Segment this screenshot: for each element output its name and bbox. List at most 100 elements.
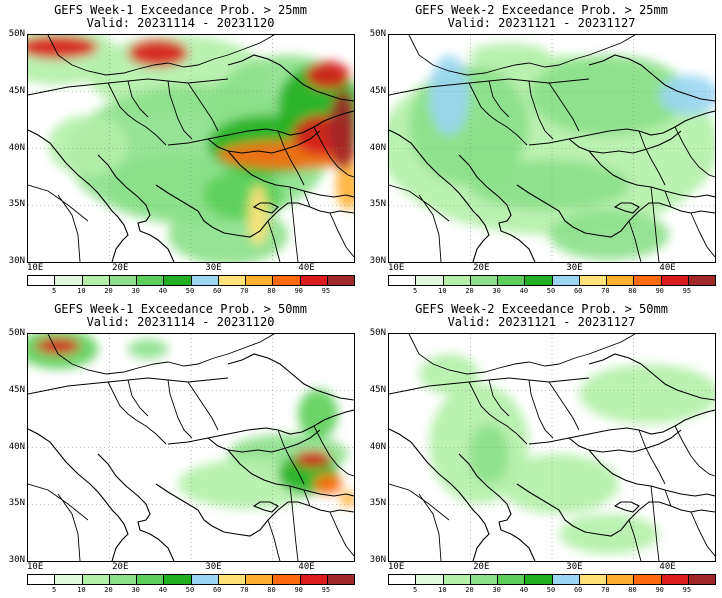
colorbar xyxy=(388,275,716,286)
lon-label: 20E xyxy=(473,263,490,273)
colorbar-tick: 30 xyxy=(492,287,501,295)
probability-map xyxy=(388,34,716,263)
colorbar-tick: 60 xyxy=(573,586,583,594)
precip-region xyxy=(559,514,659,554)
colorbar-tick: 90 xyxy=(655,287,664,295)
lon-label: 40E xyxy=(659,263,676,273)
lon-label: 30E xyxy=(205,263,222,273)
colorbar-tick: 40 xyxy=(519,287,529,295)
colorbar-tick: 10 xyxy=(77,586,86,594)
precip-region xyxy=(128,339,168,359)
colorbar-segment xyxy=(164,276,192,285)
probability-map xyxy=(388,333,716,562)
colorbar xyxy=(27,574,355,585)
map-canvas xyxy=(389,334,715,561)
panel-title: GEFS Week-1 Exceedance Prob. > 50mm xyxy=(54,302,307,316)
panel-title: GEFS Week-2 Exceedance Prob. > 25mm xyxy=(415,3,668,17)
colorbar-tick: 80 xyxy=(628,287,637,295)
colorbar-tick: 60 xyxy=(573,287,583,295)
lat-label: 40N xyxy=(369,142,386,153)
lon-label: 10E xyxy=(388,263,405,273)
colorbar-segment xyxy=(82,575,110,584)
colorbar-tick: 20 xyxy=(104,586,113,594)
colorbar-segment xyxy=(327,575,354,584)
colorbar-segment xyxy=(137,575,165,584)
colorbar-tick: 80 xyxy=(628,586,637,594)
lat-label: 40N xyxy=(8,441,25,452)
panel-valid-dates: Valid: 20231114 - 20231120 xyxy=(86,315,275,329)
colorbar-segment xyxy=(28,276,56,285)
precip-region xyxy=(128,39,188,67)
colorbar-tick: 20 xyxy=(104,287,113,295)
colorbar-segment xyxy=(109,276,137,285)
colorbar-segment xyxy=(688,276,715,285)
colorbar-segment xyxy=(55,575,83,584)
colorbar-segment xyxy=(164,575,192,584)
colorbar-tick: 40 xyxy=(158,586,168,594)
colorbar-tick: 10 xyxy=(77,287,86,295)
colorbar-segment xyxy=(498,276,526,285)
panel-week2-25mm: GEFS Week-2 Exceedance Prob. > 25mm Vali… xyxy=(361,0,722,299)
lon-label: 30E xyxy=(566,562,583,572)
lat-label: 30N xyxy=(369,256,386,266)
colorbar-segment xyxy=(28,575,56,584)
panel-valid-dates: Valid: 20231121 - 20231127 xyxy=(447,315,636,329)
lat-label: 30N xyxy=(8,555,25,565)
colorbar-segment xyxy=(389,575,417,584)
lat-label: 35N xyxy=(8,199,25,210)
panel-valid-dates: Valid: 20231121 - 20231127 xyxy=(447,16,636,30)
probability-map xyxy=(27,34,355,263)
colorbar xyxy=(27,275,355,286)
colorbar-segment xyxy=(661,575,689,584)
lat-label: 35N xyxy=(369,199,386,210)
country-borders xyxy=(389,334,715,561)
colorbar-tick: 30 xyxy=(131,287,140,295)
lon-label: 20E xyxy=(112,263,129,273)
colorbar-tick: 5 xyxy=(52,586,57,594)
colorbar-segment xyxy=(579,575,607,584)
colorbar-segment xyxy=(327,276,354,285)
lon-label: 10E xyxy=(27,562,44,572)
colorbar-tick: 90 xyxy=(294,586,303,594)
colorbar-segment xyxy=(443,575,471,584)
precip-region xyxy=(28,35,98,59)
colorbar-segment xyxy=(109,575,137,584)
colorbar-tick: 60 xyxy=(212,287,222,295)
colorbar-segment xyxy=(218,276,246,285)
colorbar-tick: 20 xyxy=(465,586,474,594)
precip-region xyxy=(298,389,338,439)
colorbar-segment xyxy=(552,575,580,584)
precip-region xyxy=(306,61,350,89)
colorbar-segment xyxy=(137,276,165,285)
lat-label: 45N xyxy=(8,384,25,395)
colorbar-segment xyxy=(82,276,110,285)
colorbar-tick: 90 xyxy=(655,586,664,594)
precip-region xyxy=(48,115,128,175)
colorbar-segment xyxy=(300,575,328,584)
lon-label: 30E xyxy=(566,263,583,273)
panel-week1-25mm: GEFS Week-1 Exceedance Prob. > 25mm Vali… xyxy=(0,0,361,299)
precip-region xyxy=(248,185,268,245)
map-canvas xyxy=(28,334,354,561)
colorbar-segment xyxy=(191,575,219,584)
precip-region xyxy=(529,55,689,135)
colorbar-tick: 10 xyxy=(438,287,447,295)
probability-map xyxy=(27,333,355,562)
lat-label: 35N xyxy=(8,498,25,509)
colorbar-segment xyxy=(273,276,301,285)
colorbar-segment xyxy=(443,276,471,285)
colorbar-segment xyxy=(525,575,553,584)
lon-label: 40E xyxy=(298,562,315,572)
country-borders xyxy=(389,35,715,262)
panel-week2-50mm: GEFS Week-2 Exceedance Prob. > 50mm Vali… xyxy=(361,299,722,598)
lon-label: 20E xyxy=(473,562,490,572)
precip-region xyxy=(499,454,619,514)
lon-label: 40E xyxy=(659,562,676,572)
colorbar-segment xyxy=(246,276,274,285)
colorbar-segment xyxy=(470,575,498,584)
precip-region xyxy=(295,451,331,467)
lon-label: 10E xyxy=(388,562,405,572)
precip-region xyxy=(429,55,469,135)
lon-label: 20E xyxy=(112,562,129,572)
precip-region xyxy=(336,160,354,210)
